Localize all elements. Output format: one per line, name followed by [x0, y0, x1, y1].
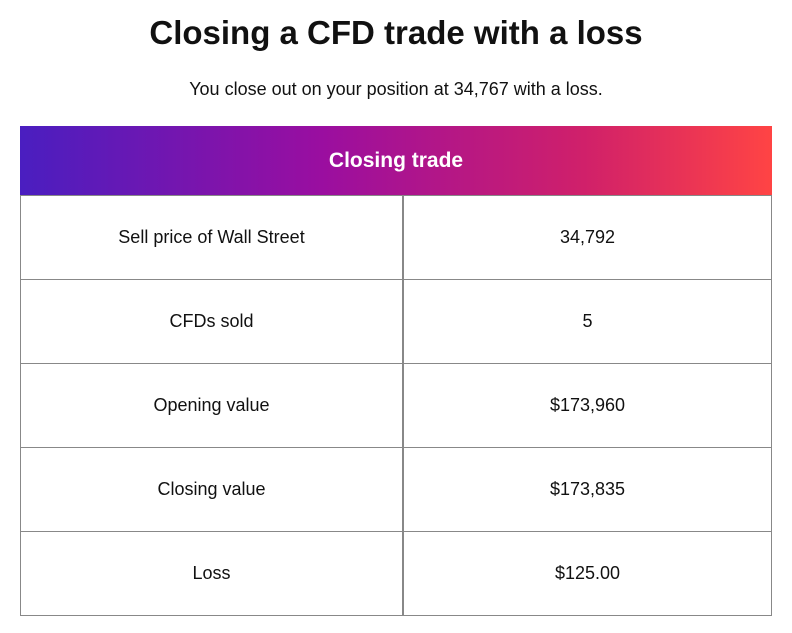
cell-value: 34,792 — [559, 227, 616, 247]
closing-trade-table: Closing trade Sell price of Wall Street 3… — [20, 126, 772, 616]
cell-value: $125.00 — [554, 563, 621, 583]
cell-label: Opening value — [21, 364, 404, 447]
subtitle: You close out on your position at 34,767… — [189, 79, 603, 99]
table-row: Closing value $173,835 — [20, 448, 772, 532]
page-title: Closing a CFD trade with a loss — [149, 14, 643, 51]
table-row: Sell price of Wall Street 34,792 — [20, 195, 772, 280]
table-header: Closing trade — [20, 126, 772, 195]
table-row: CFDs sold 5 — [20, 280, 772, 364]
cell-value: $173,835 — [549, 479, 626, 499]
table-row: Opening value $173,960 — [20, 364, 772, 448]
cell-value: 5 — [582, 311, 593, 331]
cell-label: CFDs sold — [21, 280, 404, 363]
cell-label: Sell price of Wall Street — [21, 196, 404, 279]
cell-label: Loss — [21, 532, 404, 615]
cell-value: $173,960 — [549, 395, 626, 415]
cell-label: Closing value — [21, 448, 404, 531]
table-row: Loss $125.00 — [20, 532, 772, 616]
